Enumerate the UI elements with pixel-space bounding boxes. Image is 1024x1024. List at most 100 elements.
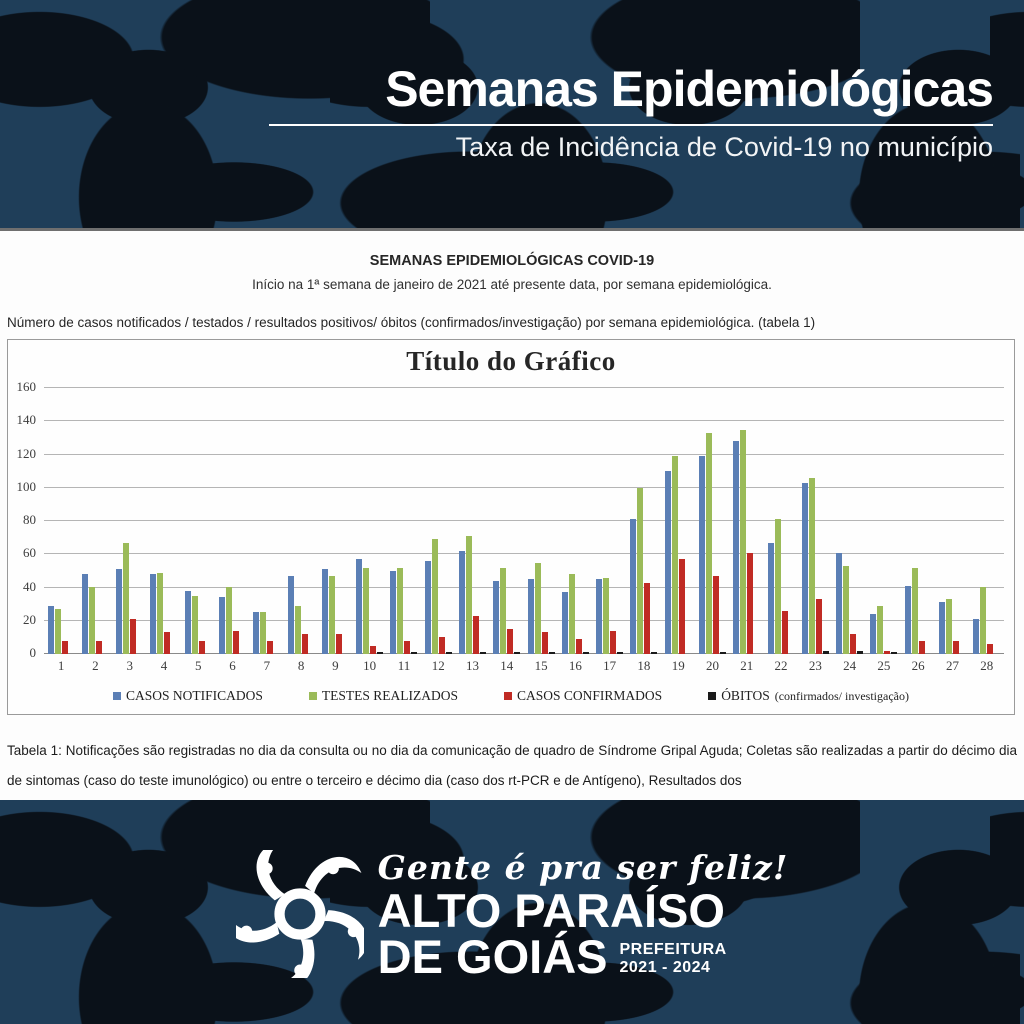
bar xyxy=(561,592,568,654)
bar-group xyxy=(970,388,1004,654)
bar xyxy=(575,639,582,654)
bar xyxy=(637,488,644,654)
legend-label: TESTES REALIZADOS xyxy=(321,688,459,703)
x-axis-tick: 10 xyxy=(363,658,377,673)
gridline: 60 xyxy=(23,545,1004,560)
bar xyxy=(130,619,137,654)
rosette-petal xyxy=(235,910,279,942)
bar-group xyxy=(730,388,764,654)
bar xyxy=(938,602,945,654)
rosette-flower-icon xyxy=(235,849,364,978)
bar xyxy=(698,456,705,654)
legend-swatch-icon xyxy=(112,692,121,700)
bar-group xyxy=(661,388,695,654)
gridline: 160 xyxy=(17,379,1004,394)
x-axis-tick: 12 xyxy=(431,658,445,673)
bar xyxy=(95,641,102,654)
bar-group xyxy=(935,388,969,654)
bar xyxy=(781,611,788,654)
bar xyxy=(47,606,54,654)
bar xyxy=(219,597,226,654)
bar xyxy=(808,478,815,654)
bar xyxy=(747,553,754,654)
bar xyxy=(328,576,335,654)
bar xyxy=(980,587,987,654)
bar xyxy=(850,634,857,654)
bar-group xyxy=(627,388,661,654)
bar-group xyxy=(867,388,901,654)
x-axis-tick: 23 xyxy=(808,658,822,673)
header-subtitle: Taxa de Incidência de Covid-19 no municí… xyxy=(455,132,993,162)
bar-group xyxy=(832,388,866,654)
bar xyxy=(164,632,171,654)
bar xyxy=(514,652,521,654)
rosette-dot xyxy=(347,925,359,937)
footer-banner: Gente é pra ser feliz! ALTO PARAÍSO DE G… xyxy=(0,800,1024,1024)
bar xyxy=(877,606,884,654)
bar xyxy=(644,583,651,654)
bar xyxy=(740,430,747,654)
rosette-dot xyxy=(293,964,306,976)
legend-label: CASOS CONFIRMADOS xyxy=(517,688,663,703)
logo-term: 2021 - 2024 xyxy=(619,959,711,976)
bar xyxy=(870,614,877,654)
bar xyxy=(411,652,418,654)
bar-group xyxy=(113,388,147,654)
bar xyxy=(356,559,363,654)
bar xyxy=(651,652,658,654)
bar xyxy=(857,651,864,654)
bar xyxy=(596,579,603,654)
bar xyxy=(445,652,452,654)
legend-item: CASOS NOTIFICADOS xyxy=(112,688,263,704)
bar xyxy=(287,576,294,654)
x-axis-tick: 15 xyxy=(534,658,548,673)
bar xyxy=(226,587,233,654)
x-axis-tick: 24 xyxy=(843,658,857,673)
bar xyxy=(88,587,95,654)
bar xyxy=(527,579,534,654)
bar-group xyxy=(558,388,592,654)
logo-tagline: Gente é pra ser feliz! xyxy=(377,848,789,887)
bar xyxy=(671,456,678,654)
x-axis-tick: 21 xyxy=(740,658,754,673)
bar-groups xyxy=(44,388,1004,654)
gridline: 120 xyxy=(17,446,1004,461)
x-axis-tick: 25 xyxy=(877,658,891,673)
logo-org: PREFEITURA xyxy=(619,941,727,958)
y-axis-tick: 0 xyxy=(29,645,37,660)
bar-group xyxy=(284,388,318,654)
bar xyxy=(815,599,822,654)
bar xyxy=(534,563,541,654)
bar xyxy=(678,559,685,654)
x-axis-tick: 8 xyxy=(297,658,305,673)
x-axis-tick: 2 xyxy=(92,658,99,673)
gridline: 80 xyxy=(23,512,1004,527)
bar xyxy=(233,631,240,654)
bar xyxy=(191,596,198,654)
legend-note: (confirmados/ investigação) xyxy=(774,688,909,703)
bar xyxy=(918,641,925,654)
bar xyxy=(822,651,829,654)
bar-group xyxy=(455,388,489,654)
bar xyxy=(473,616,480,654)
bar xyxy=(630,519,637,654)
header-divider xyxy=(269,124,993,126)
chart-description: Número de casos notificados / testados /… xyxy=(7,315,816,330)
bar-group xyxy=(695,388,729,654)
gridline: 100 xyxy=(17,479,1004,494)
bar xyxy=(116,569,123,654)
bar xyxy=(952,641,959,654)
bar-group xyxy=(524,388,558,654)
bar xyxy=(582,652,589,654)
bar xyxy=(81,574,88,654)
bar xyxy=(260,612,267,654)
bar xyxy=(301,634,308,654)
y-axis-tick: 160 xyxy=(16,379,37,394)
chart-legend: CASOS NOTIFICADOS TESTES REALIZADOS CASOS … xyxy=(8,688,1014,704)
rosette-petal xyxy=(256,849,285,900)
x-axis-tick: 6 xyxy=(229,658,236,673)
x-axis-tick: 9 xyxy=(332,658,339,673)
bar xyxy=(438,637,445,654)
bar-group xyxy=(798,388,832,654)
